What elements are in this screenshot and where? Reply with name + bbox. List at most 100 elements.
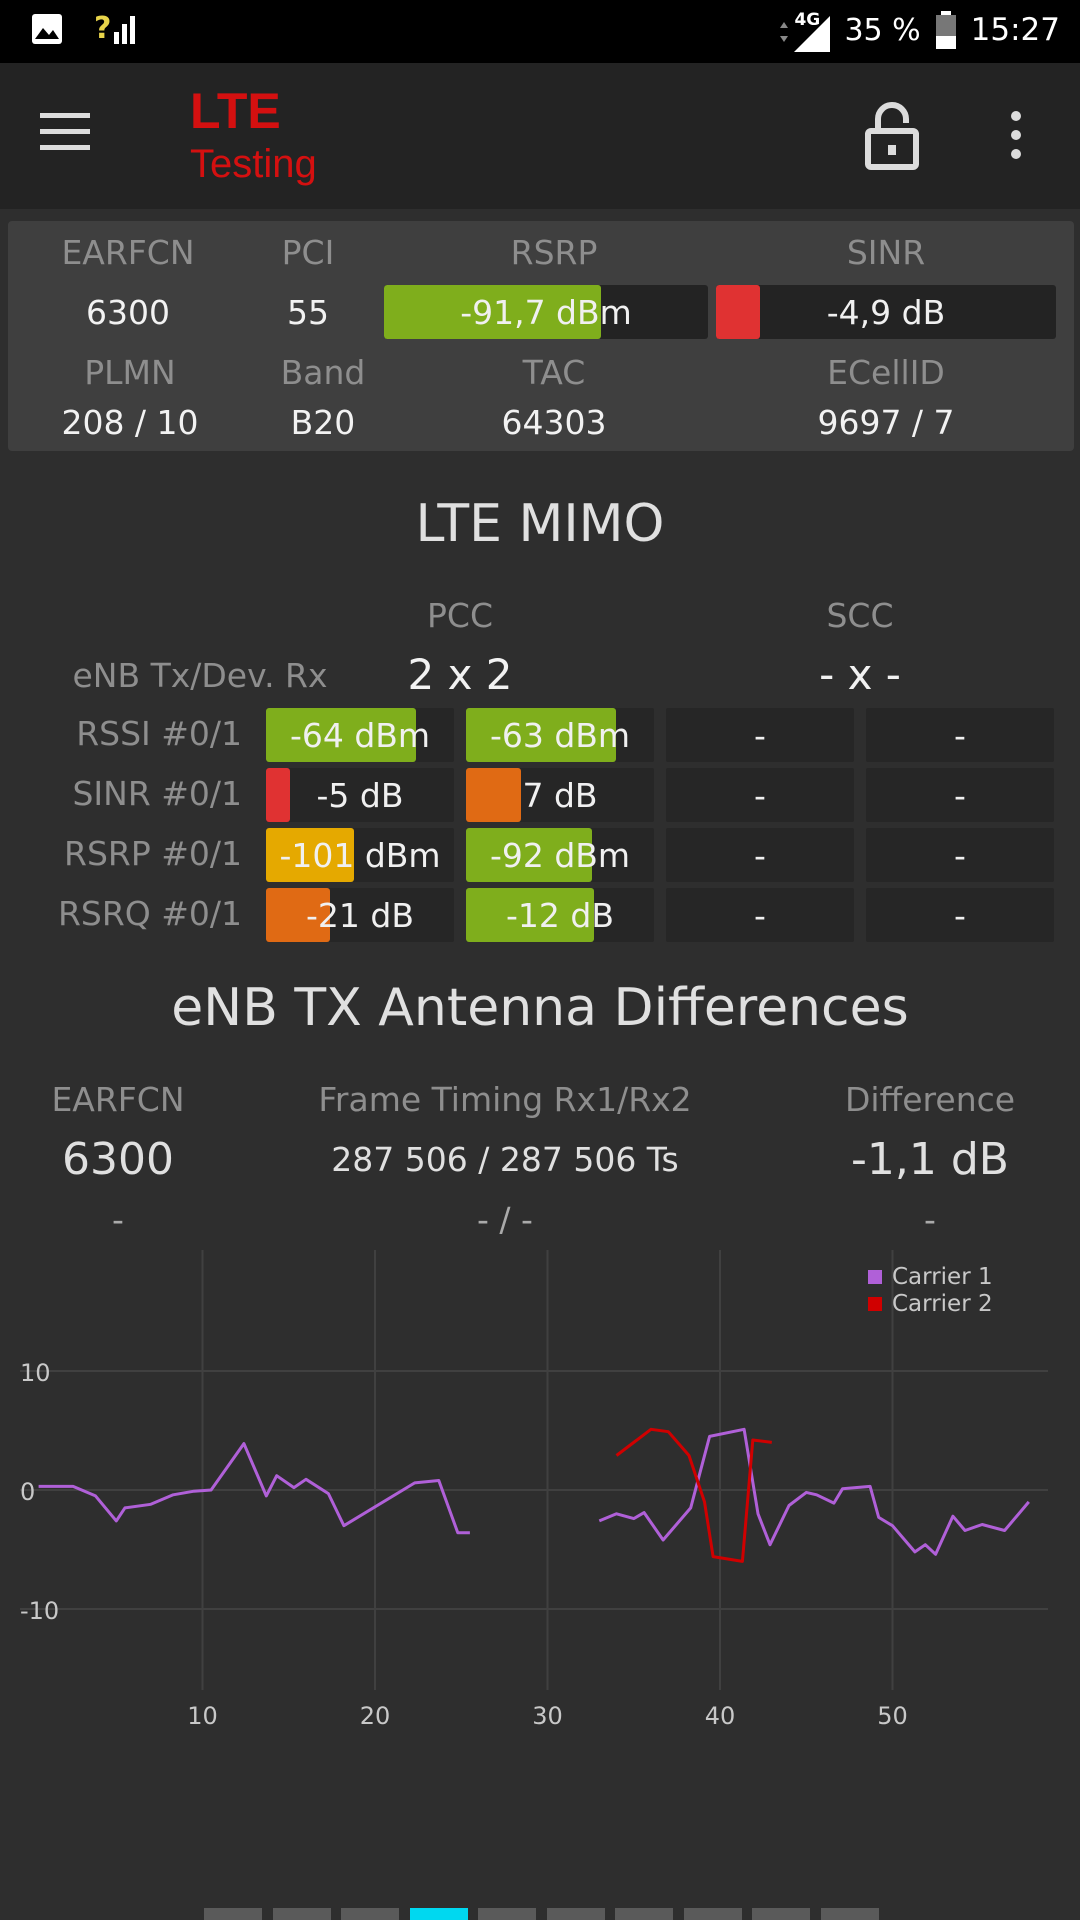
mimo-rssi-pcc1-bar: -63 dBm xyxy=(466,708,654,762)
battery-icon xyxy=(935,11,956,49)
page-dot-2[interactable] xyxy=(272,1908,331,1920)
carrier-1-legend-swatch xyxy=(868,1270,882,1284)
x-tick-label-30: 30 xyxy=(532,1702,563,1730)
pcc-tx-rx-value: 2 x 2 xyxy=(407,650,513,699)
menu-icon[interactable] xyxy=(40,113,106,163)
antenna-title: eNB TX Antenna Differences xyxy=(171,978,909,1038)
page-dot-7[interactable] xyxy=(615,1908,673,1920)
mimo-rsrp-scc0-value: - xyxy=(754,835,766,875)
battery-percent: 35 % xyxy=(844,12,921,48)
mimo-sinr-pcc0-bar: -5 dB xyxy=(266,768,454,822)
y-tick-label-10: 10 xyxy=(20,1359,51,1387)
mimo-rsrp-pcc0-fill xyxy=(266,828,355,882)
mimo-rssi-scc1-bar: - xyxy=(866,708,1054,762)
mimo-rsrq-scc1-value: - xyxy=(954,895,966,935)
y-tick-label--10: -10 xyxy=(20,1597,59,1625)
serving-cell-card: EARFCN PCI RSRP SINR 6300 55 -91,7 dBm -… xyxy=(8,221,1074,451)
carrier-2-line-segment-1 xyxy=(615,1427,772,1563)
rsrp-bar-fill xyxy=(384,285,602,339)
frame-timing-value-2: - / - xyxy=(477,1200,533,1239)
mimo-rsrq-pcc1-fill xyxy=(466,888,594,942)
mimo-rsrq-pcc1-bar: -12 dB xyxy=(466,888,654,942)
mimo-rssi-pcc1-value: -63 dBm xyxy=(489,715,631,755)
mimo-rsrq-pcc0-fill xyxy=(266,888,330,942)
mimo-rsrq-scc0-bar: - xyxy=(666,888,854,942)
earfcn-label: EARFCN xyxy=(61,233,195,272)
page-dot-4[interactable] xyxy=(409,1908,468,1920)
carrier-1-line-segment-1 xyxy=(38,1442,470,1535)
tx-rx-label: eNB Tx/Dev. Rx xyxy=(72,656,328,695)
ecellid-label: ECellID xyxy=(827,353,945,392)
app-title-line1: LTE xyxy=(190,83,281,139)
mimo-rssi-scc1-value: - xyxy=(954,715,966,755)
mimo-sinr-pcc1-value: 7 dB xyxy=(522,775,598,815)
mimo-row-label-rsrp: RSRP #0/1 xyxy=(64,834,242,873)
page-dot-9[interactable] xyxy=(752,1908,810,1920)
antenna-earfcn-value: 6300 xyxy=(62,1134,174,1185)
mimo-rsrp-scc0-bar: - xyxy=(666,828,854,882)
pci-value: 55 xyxy=(287,293,329,332)
mimo-sinr-scc0-value: - xyxy=(754,775,766,815)
mimo-rsrp-pcc1-value: -92 dBm xyxy=(489,835,631,875)
page-dot-8[interactable] xyxy=(683,1908,742,1920)
frame-timing-value: 287 506 / 287 506 Ts xyxy=(331,1140,679,1179)
app-bar: LTE Testing xyxy=(0,63,1080,209)
mimo-rsrp-pcc1-fill xyxy=(466,828,592,882)
page-dot-3[interactable] xyxy=(341,1908,399,1920)
status-bar: ? 4G 35 % 15:27 xyxy=(0,0,1080,63)
mimo-sinr-scc1-value: - xyxy=(954,775,966,815)
mimo-rssi-scc0-bar: - xyxy=(666,708,854,762)
x-tick-label-50: 50 xyxy=(877,1702,908,1730)
lock-icon[interactable] xyxy=(862,101,922,171)
mimo-rssi-scc0-value: - xyxy=(754,715,766,755)
mimo-row-label-rssi: RSSI #0/1 xyxy=(76,714,242,753)
pcc-label: PCC xyxy=(427,596,493,635)
page-dot-10[interactable] xyxy=(820,1908,879,1920)
page-dot-6[interactable] xyxy=(546,1908,605,1920)
page-dot-1[interactable] xyxy=(204,1908,262,1920)
mimo-rsrq-pcc0-value: -21 dB xyxy=(306,895,414,935)
antenna-earfcn-value-2: - xyxy=(112,1200,124,1239)
rsrp-bar: -91,7 dBm xyxy=(384,285,708,339)
mimo-rsrp-pcc0-bar: -101 dBm xyxy=(266,828,454,882)
mimo-sinr-pcc1-bar: 7 dB xyxy=(466,768,654,822)
difference-value-2: - xyxy=(924,1200,936,1239)
scc-label: SCC xyxy=(826,596,894,635)
earfcn-value: 6300 xyxy=(86,293,170,332)
app-title-line2: Testing xyxy=(190,142,317,186)
y-tick-label-0: 0 xyxy=(20,1478,35,1506)
signal-unknown-icon: ? xyxy=(94,14,136,44)
mimo-rsrp-pcc0-value: -101 dBm xyxy=(279,835,441,875)
frame-timing-label: Frame Timing Rx1/Rx2 xyxy=(318,1080,692,1119)
mimo-rsrp-scc1-bar: - xyxy=(866,828,1054,882)
mimo-rsrp-pcc1-bar: -92 dBm xyxy=(466,828,654,882)
more-options-icon[interactable] xyxy=(1000,111,1032,171)
mimo-rssi-pcc0-fill xyxy=(266,708,417,762)
plmn-label: PLMN xyxy=(84,353,176,392)
sinr-bar: -4,9 dB xyxy=(716,285,1056,339)
mimo-rsrq-pcc0-bar: -21 dB xyxy=(266,888,454,942)
tac-label: TAC xyxy=(522,353,586,392)
gallery-notification-icon xyxy=(32,14,62,44)
x-tick-label-10: 10 xyxy=(187,1702,218,1730)
ecellid-value: 9697 / 7 xyxy=(817,403,955,442)
page-dot-5[interactable] xyxy=(478,1908,536,1920)
clock: 15:27 xyxy=(970,12,1060,48)
mimo-sinr-pcc0-value: -5 dB xyxy=(316,775,404,815)
x-tick-label-40: 40 xyxy=(705,1702,736,1730)
rsrp-label: RSRP xyxy=(510,233,598,272)
carrier-2-legend-label: Carrier 2 xyxy=(892,1291,993,1317)
plmn-value: 208 / 10 xyxy=(61,403,199,442)
mimo-rssi-pcc1-fill xyxy=(466,708,617,762)
mimo-sinr-pcc1-fill xyxy=(466,768,521,822)
mimo-rsrp-scc1-value: - xyxy=(954,835,966,875)
app-title: LTE Testing xyxy=(190,83,317,189)
sinr-value: -4,9 dB xyxy=(826,292,946,332)
carrier-1-legend-label: Carrier 1 xyxy=(892,1264,993,1290)
mimo-rsrq-scc1-bar: - xyxy=(866,888,1054,942)
tac-value: 64303 xyxy=(501,403,607,442)
carrier-1-line-segment-2 xyxy=(598,1427,1030,1556)
mimo-sinr-scc0-bar: - xyxy=(666,768,854,822)
sinr-bar-fill xyxy=(716,285,761,339)
